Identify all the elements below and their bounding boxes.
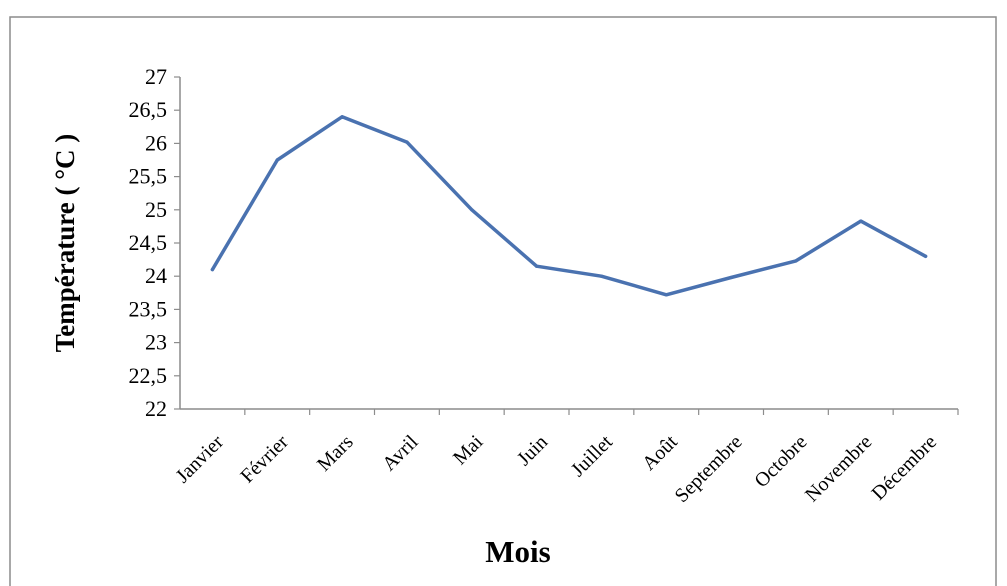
y-tick-label: 26,5 xyxy=(129,97,168,122)
data-point xyxy=(470,208,474,212)
data-point xyxy=(534,264,539,268)
data-point xyxy=(275,158,279,162)
data-point xyxy=(405,140,409,144)
x-axis-title: Mois xyxy=(485,534,550,569)
y-tick-label: 27 xyxy=(145,64,167,89)
data-point xyxy=(664,293,668,297)
series-layer xyxy=(210,115,928,297)
y-tick-label: 23 xyxy=(145,330,167,355)
y-tick-label: 25,5 xyxy=(129,164,168,189)
data-point xyxy=(923,254,928,258)
data-point xyxy=(859,219,863,223)
series-line xyxy=(210,115,928,297)
y-tick-label: 23,5 xyxy=(129,296,168,321)
y-tick-label: 26 xyxy=(145,130,167,155)
data-point xyxy=(599,274,604,278)
y-tick-label: 24 xyxy=(145,263,167,288)
data-point xyxy=(340,115,344,119)
y-axis-title: Température ( °C ) xyxy=(50,134,80,353)
y-tick-label: 22 xyxy=(145,396,167,421)
data-point xyxy=(729,275,733,280)
y-tick-label: 25 xyxy=(145,197,167,222)
chart-border xyxy=(9,16,997,586)
axes xyxy=(174,76,959,415)
y-tick-labels: 22 22,5 23 23,5 24 24,5 25 25,5 26 26,5 27 xyxy=(129,64,168,421)
y-tick-label: 22,5 xyxy=(129,363,168,388)
y-tick-label: 24,5 xyxy=(129,230,168,255)
data-point xyxy=(210,267,215,272)
data-point xyxy=(794,259,798,263)
